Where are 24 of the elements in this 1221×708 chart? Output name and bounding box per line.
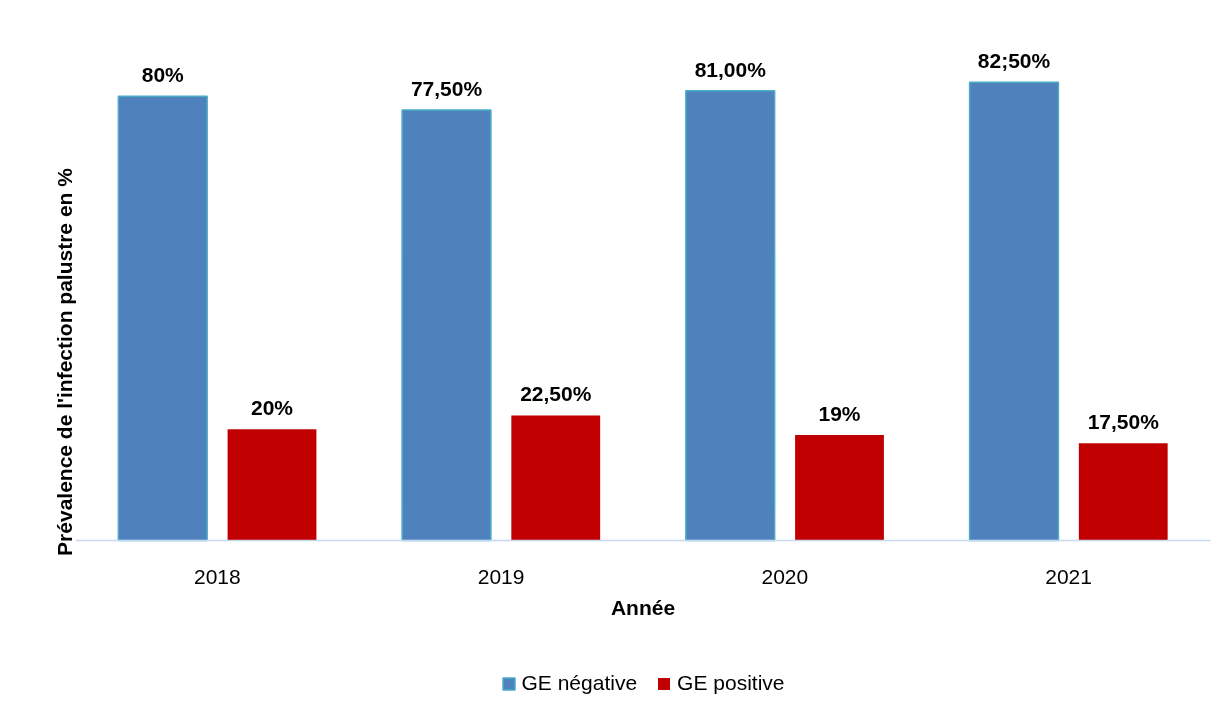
data-label: 81,00%	[694, 57, 767, 81]
bar	[227, 429, 317, 541]
data-label: 80%	[141, 63, 185, 87]
data-label: 22,50%	[520, 382, 592, 406]
x-tick-label: 2020	[761, 565, 809, 589]
data-label: 77,50%	[410, 77, 483, 101]
y-axis-title: Prévalence de l'infection palustre en %	[52, 167, 76, 556]
bar	[117, 95, 208, 542]
bar	[401, 109, 492, 542]
x-tick-label: 2018	[194, 565, 241, 589]
bar	[968, 81, 1060, 542]
x-axis-title: Année	[610, 595, 676, 619]
x-tick-label: 2021	[1045, 565, 1092, 589]
bar	[795, 434, 884, 541]
bar	[1078, 443, 1168, 541]
data-label: 17,50%	[1087, 410, 1160, 434]
data-label: 20%	[250, 396, 294, 420]
bar	[685, 89, 776, 542]
legend-label: GE positive	[677, 671, 785, 695]
bar	[511, 415, 601, 541]
data-label: 19%	[818, 401, 861, 425]
data-label: 82;50%	[977, 49, 1051, 73]
legend-label: GE négative	[521, 671, 638, 695]
x-tick-label: 2019	[477, 565, 525, 589]
